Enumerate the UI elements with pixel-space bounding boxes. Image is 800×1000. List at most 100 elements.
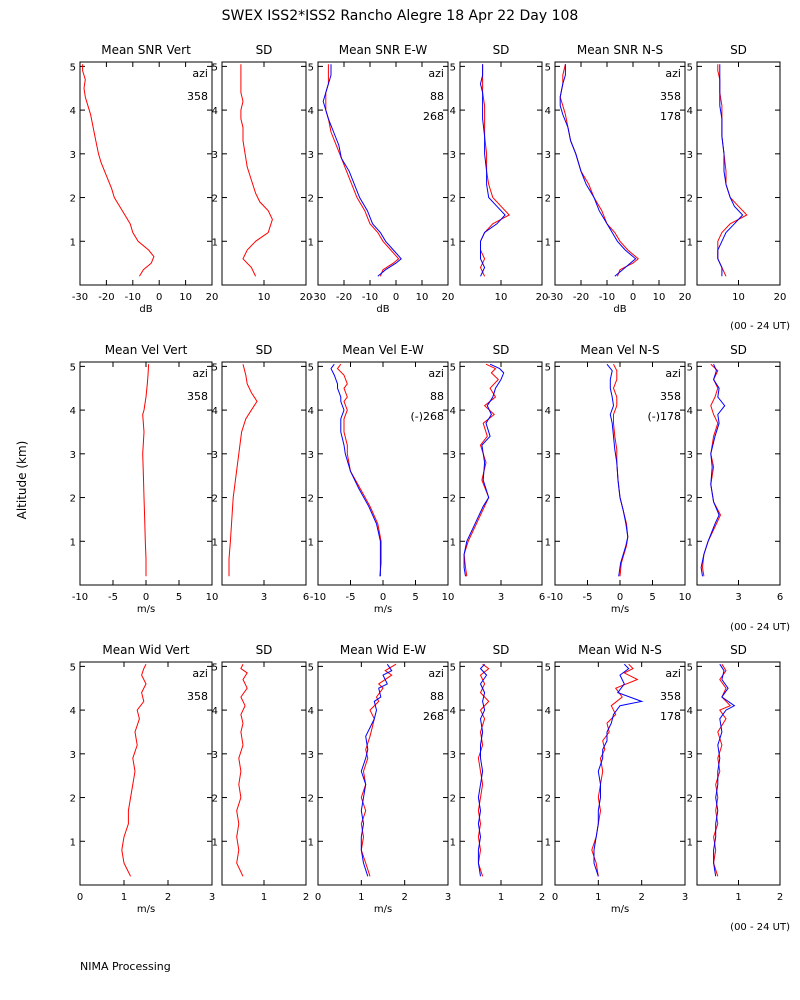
x-tick-label: -10 — [599, 292, 615, 303]
y-tick-label: 2 — [308, 194, 314, 205]
y-tick-label: 3 — [450, 150, 456, 161]
plot-frame — [554, 61, 686, 286]
y-tick-label: 4 — [70, 706, 76, 717]
x-tick-label: 2 — [401, 892, 407, 903]
y-tick-label: 4 — [545, 406, 551, 417]
y-tick-label: 1 — [450, 837, 456, 848]
y-tick-label: 5 — [545, 62, 551, 73]
y-tick-label: 2 — [70, 194, 76, 205]
x-axis-unit: m/s — [137, 604, 155, 615]
x-tick-label: 20 — [300, 292, 313, 303]
x-tick-label: 0 — [393, 292, 399, 303]
y-tick-label: 5 — [545, 362, 551, 373]
x-tick-label: 6 — [539, 592, 545, 603]
x-tick-label: 0 — [77, 892, 83, 903]
y-tick-label: 2 — [212, 794, 218, 805]
x-tick-label: 10 — [732, 292, 745, 303]
y-tick-label: 3 — [450, 450, 456, 461]
legend-entry: 268 — [423, 110, 444, 123]
y-tick-label: 1 — [545, 237, 551, 248]
y-tick-label: 5 — [212, 662, 218, 673]
x-tick-label: -20 — [336, 292, 352, 303]
x-tick-label: -10 — [125, 292, 141, 303]
x-tick-label: 0 — [156, 292, 162, 303]
y-tick-label: 5 — [687, 662, 693, 673]
series-line-358 — [236, 663, 248, 877]
x-tick-label: -10 — [362, 292, 378, 303]
x-axis-unit: dB — [376, 304, 389, 315]
y-tick-label: 4 — [687, 706, 693, 717]
panel-title: SD — [730, 643, 747, 657]
y-tick-label: 3 — [212, 150, 218, 161]
x-axis-unit: m/s — [611, 604, 629, 615]
legend-entry: 358 — [660, 390, 681, 403]
y-tick-label: 4 — [308, 706, 314, 717]
y-tick-label: 3 — [687, 150, 693, 161]
panel: SD 1 2 3 4 5 1 2 — [212, 643, 310, 903]
y-tick-label: 2 — [70, 494, 76, 505]
panel: SD 1 2 3 4 5 10 20 — [687, 43, 787, 303]
panel-title: Mean Vel Vert — [105, 343, 188, 357]
series-line-268 — [322, 64, 402, 277]
series-line-88 — [463, 363, 500, 577]
y-tick-label: 1 — [450, 237, 456, 248]
x-tick-label: 3 — [682, 892, 688, 903]
series-line-neg178 — [700, 364, 726, 577]
panel-title: Mean Wid N-S — [578, 643, 662, 657]
series-line-88 — [325, 64, 400, 277]
x-tick-label: 2 — [539, 892, 545, 903]
legend-header: azi — [665, 367, 681, 380]
legend-header: azi — [428, 67, 444, 80]
plot-frame — [459, 361, 543, 586]
panel: Mean Wid E-W 1 2 3 4 5 0 1 2 3 m/s azi 88 268 — [308, 643, 452, 915]
y-tick-label: 3 — [687, 450, 693, 461]
legend-header: azi — [192, 667, 208, 680]
x-tick-label: 2 — [777, 892, 783, 903]
y-tick-label: 3 — [545, 150, 551, 161]
x-tick-label: 2 — [303, 892, 309, 903]
y-tick-label: 3 — [687, 750, 693, 761]
y-tick-label: 5 — [212, 62, 218, 73]
series-line-358 — [717, 64, 748, 277]
panel: Mean Vel N-S 1 2 3 4 5 -10 -5 0 5 10 m/s azi 358 (-)17… — [545, 343, 692, 615]
y-tick-label: 4 — [450, 406, 456, 417]
x-tick-label: 1 — [498, 892, 504, 903]
y-tick-label: 2 — [212, 194, 218, 205]
x-tick-label: 2 — [638, 892, 644, 903]
y-tick-label: 4 — [545, 706, 551, 717]
legend-entry: 178 — [660, 710, 681, 723]
x-tick-label: 0 — [552, 892, 558, 903]
series-line-268 — [360, 663, 393, 877]
x-tick-label: 3 — [209, 892, 215, 903]
x-tick-label: 1 — [121, 892, 127, 903]
x-tick-label: 5 — [176, 592, 182, 603]
y-tick-label: 4 — [545, 106, 551, 117]
x-tick-label: -20 — [573, 292, 589, 303]
x-tick-label: 3 — [498, 592, 504, 603]
legend-header: azi — [665, 67, 681, 80]
x-tick-label: 10 — [206, 592, 219, 603]
x-tick-label: 10 — [679, 592, 692, 603]
y-tick-label: 5 — [687, 62, 693, 73]
panel-title: Mean Vel E-W — [342, 343, 424, 357]
y-tick-label: 3 — [545, 750, 551, 761]
x-tick-label: 3 — [261, 592, 267, 603]
legend-entry: 88 — [430, 690, 444, 703]
x-tick-label: 10 — [179, 292, 192, 303]
y-tick-label: 5 — [450, 662, 456, 673]
legend-entry: 358 — [187, 390, 208, 403]
legend-entry: 358 — [660, 90, 681, 103]
x-tick-label: 20 — [206, 292, 219, 303]
footer-label: NIMA Processing — [80, 960, 171, 973]
y-tick-label: 2 — [450, 794, 456, 805]
panel-title: SD — [493, 643, 510, 657]
series-line-88 — [479, 64, 511, 277]
plot-frame — [79, 661, 213, 886]
y-tick-label: 3 — [308, 450, 314, 461]
y-tick-label: 1 — [687, 837, 693, 848]
y-tick-label: 2 — [212, 494, 218, 505]
plot-frame — [696, 361, 781, 586]
series-line-178 — [593, 663, 644, 877]
legend-header: azi — [192, 367, 208, 380]
y-tick-label: 5 — [687, 362, 693, 373]
